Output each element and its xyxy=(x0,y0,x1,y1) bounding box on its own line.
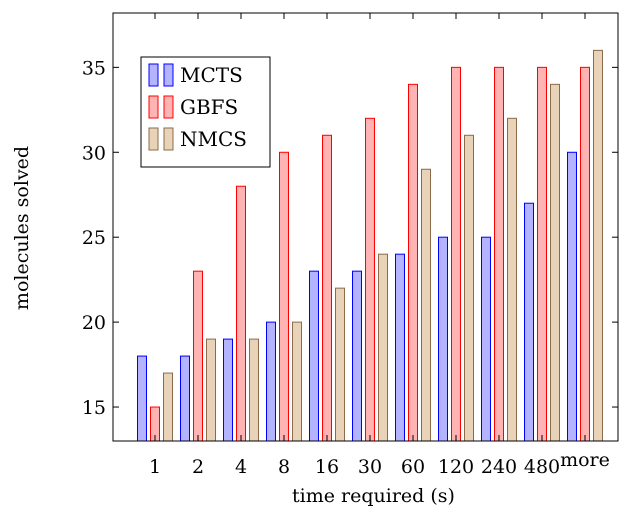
bar-gbfs-2 xyxy=(193,270,203,442)
x-tick-label: 30 xyxy=(358,456,382,478)
y-tick-label: 25 xyxy=(82,227,106,249)
bar-gbfs-240 xyxy=(494,66,504,442)
bar-nmcs-1 xyxy=(163,372,173,442)
y-tick-label: 30 xyxy=(82,142,106,164)
y-axis-label: molecules solved xyxy=(11,146,33,310)
x-tick-label: 8 xyxy=(278,456,290,478)
bar-gbfs-more xyxy=(580,66,590,442)
bar-gbfs-30 xyxy=(365,117,375,442)
bar-mcts-8 xyxy=(266,321,276,442)
bar-mcts-more xyxy=(567,151,577,442)
legend-item-mcts: MCTS xyxy=(148,63,243,87)
y-tick-label: 15 xyxy=(82,397,106,419)
bar-gbfs-120 xyxy=(451,66,461,442)
bar-mcts-60 xyxy=(395,253,405,442)
bar-gbfs-8 xyxy=(279,151,289,442)
legend-swatch-mcts xyxy=(163,63,174,87)
bar-mcts-1 xyxy=(137,355,147,442)
legend-swatch-nmcs xyxy=(163,127,174,151)
plot-frame xyxy=(112,12,619,442)
bar-gbfs-16 xyxy=(322,134,332,442)
tick-labels-group: 15 20 25 30 35 1 2 4 8 16 30 60 120 240 480 more xyxy=(82,57,610,478)
bar-mcts-2 xyxy=(180,355,190,442)
legend-label-mcts: MCTS xyxy=(180,63,243,87)
x-tick-label: 120 xyxy=(438,456,474,478)
bar-mcts-120 xyxy=(438,236,448,442)
bar-nmcs-8 xyxy=(292,321,302,442)
bar-gbfs-480 xyxy=(537,66,547,442)
legend-box xyxy=(140,56,271,168)
bars-group xyxy=(137,49,603,442)
bar-nmcs-240 xyxy=(507,117,517,442)
x-axis-label: time required (s) xyxy=(292,485,455,507)
x-tick-label: 240 xyxy=(481,456,517,478)
legend-swatch-gbfs xyxy=(148,95,159,119)
legend-item-gbfs: GBFS xyxy=(148,95,238,119)
bar-mcts-16 xyxy=(309,270,319,442)
bar-mcts-4 xyxy=(223,338,233,442)
bar-nmcs-480 xyxy=(550,83,560,442)
ticks-group xyxy=(113,13,618,441)
legend-swatch-gbfs xyxy=(163,95,174,119)
bar-nmcs-120 xyxy=(464,134,474,442)
bar-nmcs-more xyxy=(593,49,603,442)
bar-mcts-480 xyxy=(524,202,534,442)
bar-nmcs-60 xyxy=(421,168,431,442)
legend-label-gbfs: GBFS xyxy=(180,95,238,119)
legend-swatch-nmcs xyxy=(148,127,159,151)
y-tick-label: 35 xyxy=(82,57,106,79)
bar-gbfs-4 xyxy=(236,185,246,442)
legend-item-nmcs: NMCS xyxy=(148,127,247,151)
x-tick-label: more xyxy=(560,449,610,471)
bar-nmcs-4 xyxy=(249,338,259,442)
bar-mcts-240 xyxy=(481,236,491,442)
x-tick-label: 4 xyxy=(235,456,247,478)
x-tick-label: 2 xyxy=(192,456,204,478)
legend-label-nmcs: NMCS xyxy=(180,127,247,151)
bar-nmcs-30 xyxy=(378,253,388,442)
bar-mcts-30 xyxy=(352,270,362,442)
x-tick-label: 1 xyxy=(149,456,161,478)
bar-nmcs-2 xyxy=(206,338,216,442)
legend-swatch-mcts xyxy=(148,63,159,87)
x-tick-label: 60 xyxy=(401,456,425,478)
y-tick-label: 20 xyxy=(82,312,106,334)
legend: MCTS GBFS NMCS xyxy=(140,56,271,168)
bar-gbfs-60 xyxy=(408,83,418,442)
x-tick-label: 16 xyxy=(315,456,339,478)
bar-nmcs-16 xyxy=(335,287,345,442)
x-tick-label: 480 xyxy=(524,456,560,478)
